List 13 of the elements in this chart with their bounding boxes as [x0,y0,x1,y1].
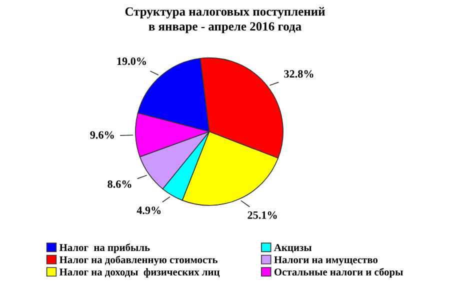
legend-label: Налоги на имущество [274,256,378,266]
data-label: 32.8% [284,70,314,78]
data-label: 8.6% [108,180,132,188]
data-label: 19.0% [117,57,146,66]
legend-label: Налог на доходы физических лиц [59,268,220,278]
data-label: 25.1% [248,211,277,219]
legend-label: Акцизы [274,244,312,253]
legend-label: Налог на прибыль [59,243,150,254]
legend-label: Налог на добавленную стоимость [59,256,218,266]
data-label: 9.6% [90,131,114,139]
chart-title: Структура налоговых поступлений в январе - апреле 2016 года [125,7,325,34]
legend-label: Остальные налоги и сборы [274,268,403,278]
data-label: 4.9% [136,206,161,214]
